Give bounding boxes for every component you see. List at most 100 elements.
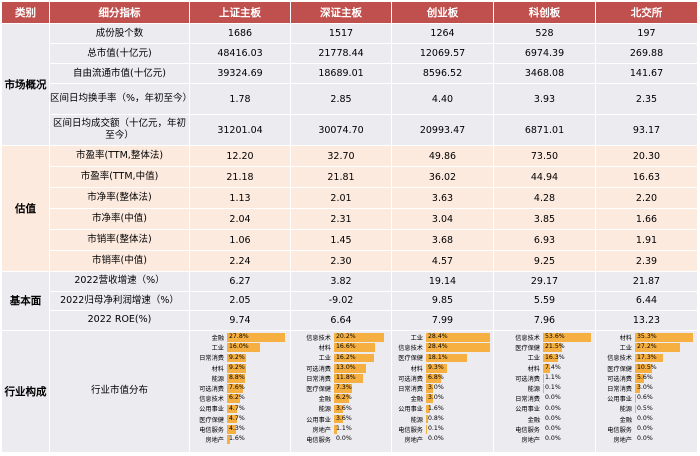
value-cell: 7.99	[392, 311, 494, 331]
industry-bar-fill	[635, 404, 636, 414]
industry-item: 材料 16.6%	[294, 343, 388, 353]
industry-row: 行业构成 行业市值分布 金融 27.8% 工业 16.0% 日常消费 9.2% 材料 9.2% 能源…	[2, 330, 698, 453]
industry-pct: 0.0%	[428, 435, 444, 443]
industry-item: 电信服务 0.0%	[599, 424, 694, 434]
industry-item: 材料 7.4%	[497, 363, 592, 373]
industry-pct: 9.2%	[229, 363, 245, 371]
industry-item: 工业 27.2%	[599, 343, 694, 353]
value-cell: 9.74	[190, 311, 291, 331]
metric-label: 区间日均成交额（十亿元，年初至今）	[50, 115, 190, 146]
metric-label: 总市值(十亿元)	[50, 44, 190, 64]
value-cell: 20.30	[596, 146, 698, 167]
table-row: 市场概况 成份股个数 1686 1517 1264 528 197	[2, 24, 698, 146]
industry-bar-fill	[426, 363, 447, 373]
industry-pct: 9.2%	[229, 353, 245, 361]
value-cell: 12069.57	[392, 44, 494, 64]
industry-name: 信息技术	[306, 335, 331, 343]
industry-bar: 4.3%	[227, 424, 285, 434]
metric-label: 区间日均换手率（%，年初至今）	[50, 84, 192, 115]
industry-bar-fill	[426, 353, 467, 363]
industry-pct: 35.3%	[637, 333, 657, 341]
industry-pct: 0.6%	[637, 394, 653, 402]
industry-item: 材料 35.3%	[599, 333, 694, 343]
industry-bar-fill	[227, 363, 247, 373]
industry-bar: 4.7%	[227, 414, 285, 424]
industry-bar: 35.3%	[635, 333, 693, 342]
industry-item: 房地产 1.6%	[193, 434, 287, 444]
industry-name: 工业	[211, 345, 224, 353]
industry-pct: 6.2%	[229, 394, 245, 402]
industry-item: 日常消费 9.2%	[193, 353, 287, 363]
industry-bar: 0.6%	[635, 394, 693, 404]
industry-item: 可选消费 1.1%	[497, 373, 592, 383]
industry-item: 信息技术 6.2%	[193, 394, 287, 404]
industry-pct: 3.6%	[336, 404, 352, 412]
industry-name: 工业	[318, 355, 331, 363]
industry-pct: 0.5%	[637, 404, 653, 412]
industry-name: 医疗保健	[199, 416, 224, 424]
value-cell: 2.24	[190, 251, 291, 272]
industry-bar-fill	[227, 404, 237, 414]
industry-pct: 0.8%	[428, 414, 444, 422]
industry-name: 金融	[211, 335, 224, 343]
value-cell: 1.91	[596, 230, 698, 251]
industry-bar: 0.8%	[426, 414, 490, 424]
value-cell: 2.04	[190, 209, 291, 230]
industry-bar: 1.1%	[543, 373, 591, 383]
industry-pct: 1.6%	[428, 404, 444, 412]
industry-bar: 0.0%	[635, 415, 693, 424]
table-row: 市净率(中值) 2.04 2.31 3.04 3.85 1.66	[2, 209, 698, 230]
industry-pct: 0.0%	[545, 404, 561, 412]
industry-item: 可选消费 7.6%	[193, 383, 287, 393]
industry-item: 公用事业 1.6%	[395, 404, 490, 414]
value-cell: 269.88	[596, 44, 698, 64]
industry-name: 日常消费	[199, 355, 224, 363]
value-cell: 6871.01	[494, 115, 596, 146]
industry-pct: 18.1%	[428, 353, 448, 361]
category-market-overview: 市场概况	[2, 24, 50, 146]
value-cell: 93.17	[596, 115, 698, 146]
industry-bar-fill	[334, 404, 343, 414]
industry-name: 工业	[527, 355, 540, 363]
industry-pct: 13.0%	[336, 363, 356, 371]
industry-name: 日常消费	[306, 375, 331, 383]
industry-name: 房地产	[613, 436, 632, 444]
industry-bar-fill	[635, 373, 645, 383]
header-bse: 北交所	[596, 2, 698, 24]
value-cell: 73.50	[494, 146, 596, 167]
industry-item: 金融 27.8%	[193, 333, 287, 343]
table-row: 2022 ROE(%) 9.74 6.64 7.99 7.96 13.23	[2, 311, 698, 331]
value-cell: 197	[596, 24, 698, 44]
industry-pct: 0.0%	[637, 414, 653, 422]
industry-pct: 4.7%	[229, 414, 245, 422]
industry-item: 金融 3.0%	[395, 394, 490, 404]
industry-bar: 28.4%	[426, 343, 490, 353]
industry-name: 信息技术	[515, 335, 540, 343]
industry-pct: 0.0%	[336, 435, 352, 443]
value-cell: 16.63	[596, 167, 698, 188]
industry-bar: 3.0%	[426, 384, 490, 393]
industry-name: 日常消费	[515, 396, 540, 404]
table-row: 市销率(中值) 2.24 2.30 4.57 9.25 2.39	[2, 251, 698, 272]
value-cell: 2.01	[291, 188, 392, 209]
value-cell: 29.17	[494, 272, 596, 292]
industry-bar: 0.0%	[635, 435, 693, 444]
value-cell: 3.85	[494, 209, 596, 230]
industry-item: 材料 9.2%	[193, 363, 287, 373]
industry-name: 材料	[211, 365, 224, 373]
industry-bar-fill	[227, 414, 237, 424]
industry-bar: 28.4%	[426, 333, 490, 342]
industry-pct: 0.0%	[545, 414, 561, 422]
industry-name: 医疗保健	[398, 355, 423, 363]
industry-item: 日常消费 0.0%	[497, 394, 592, 404]
industry-item: 能源 0.8%	[395, 414, 490, 424]
header-sse-main: 上证主板	[190, 2, 291, 24]
industry-bar-fill	[334, 353, 375, 363]
metric-label: 行业市值分布	[50, 330, 190, 453]
industry-pct: 3.0%	[428, 394, 444, 402]
industry-name: 能源	[410, 416, 423, 424]
value-cell: 3.93	[494, 84, 596, 115]
industry-item: 电信服务 0.0%	[497, 424, 592, 434]
industry-item: 工业 16.2%	[294, 353, 388, 363]
